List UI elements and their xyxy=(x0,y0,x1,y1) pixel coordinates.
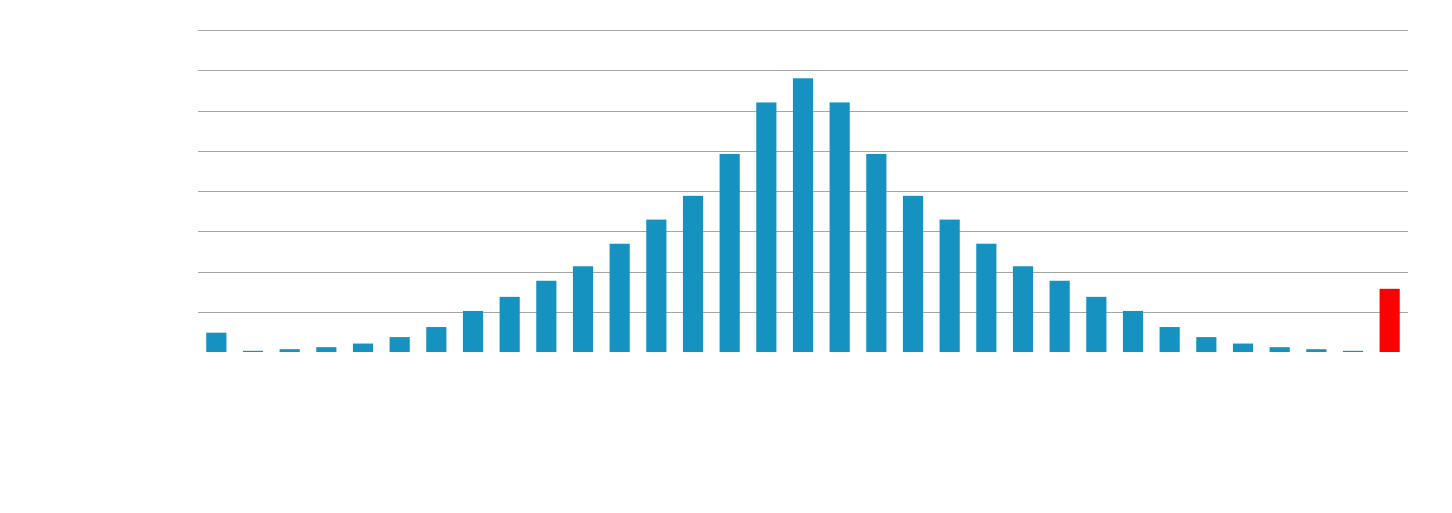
bar xyxy=(939,219,960,352)
bar xyxy=(682,195,704,352)
bar xyxy=(316,347,337,352)
bar xyxy=(242,350,264,352)
bar xyxy=(866,153,887,352)
bar xyxy=(536,280,557,352)
bar xyxy=(426,327,447,352)
bar xyxy=(1122,310,1144,352)
bar xyxy=(1012,266,1034,352)
bar xyxy=(352,343,374,352)
bar xyxy=(462,310,484,352)
bar xyxy=(206,332,227,352)
bar xyxy=(1196,337,1217,352)
bar xyxy=(572,266,594,352)
bar xyxy=(1086,296,1107,352)
bar xyxy=(976,243,997,352)
bar xyxy=(1306,349,1327,352)
bar xyxy=(279,349,300,352)
bar-highlighted xyxy=(1379,288,1400,352)
bar xyxy=(1232,343,1254,352)
bar xyxy=(389,337,410,352)
bars xyxy=(206,78,1400,353)
bar xyxy=(756,102,777,352)
bar xyxy=(719,153,740,352)
bar xyxy=(902,195,924,352)
bar xyxy=(829,102,850,352)
bar xyxy=(1159,327,1180,352)
bar xyxy=(646,219,667,352)
bar xyxy=(499,296,520,352)
bar xyxy=(1049,280,1070,352)
bar xyxy=(609,243,630,352)
bar xyxy=(1342,350,1364,352)
bar xyxy=(792,78,814,353)
bar xyxy=(1269,347,1290,352)
